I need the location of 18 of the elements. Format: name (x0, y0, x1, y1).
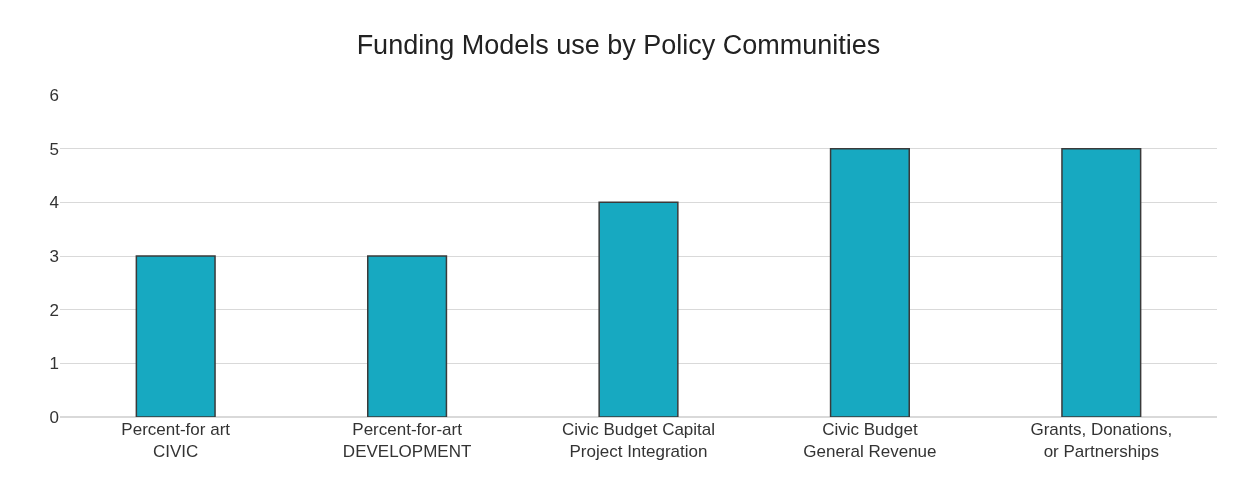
y-tick-label: 0 (49, 407, 59, 427)
x-tick-label: Civic Budget Capital Project Integration (561, 420, 716, 462)
chart-title: Funding Models use by Policy Communities (356, 30, 881, 61)
y-tick-label: 6 (49, 85, 59, 105)
bar (135, 255, 216, 417)
bar (829, 147, 910, 417)
bar (598, 201, 679, 417)
x-tick-label: Grants, Donations, or Partnerships (1030, 420, 1173, 462)
x-tick-label: Percent-for art CIVIC (121, 420, 231, 462)
y-tick-label: 2 (49, 300, 59, 320)
y-tick-label: 1 (49, 354, 59, 374)
x-tick-label: Civic Budget General Revenue (803, 420, 937, 462)
y-tick-label: 5 (49, 139, 59, 159)
bar (367, 255, 448, 417)
y-tick-label: 3 (49, 246, 59, 266)
y-tick-label: 4 (49, 193, 59, 213)
x-tick-label: Percent-for-art DEVELOPMENT (342, 420, 472, 462)
bar (1061, 147, 1142, 417)
